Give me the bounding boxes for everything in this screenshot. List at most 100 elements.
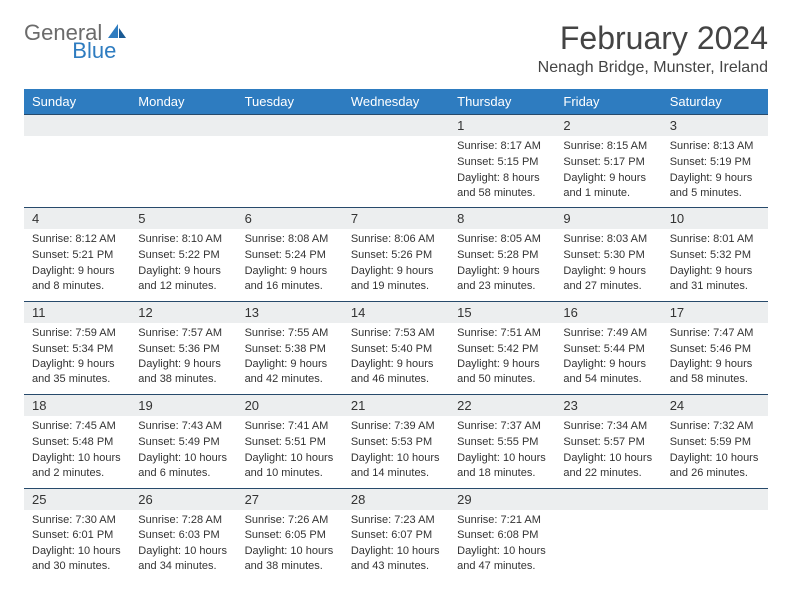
sunset-text: Sunset: 5:22 PM bbox=[138, 248, 228, 263]
sunrise-text: Sunrise: 7:47 AM bbox=[670, 326, 760, 341]
info-cell: Sunrise: 7:23 AMSunset: 6:07 PMDaylight:… bbox=[343, 510, 449, 581]
sunrise-text: Sunrise: 7:55 AM bbox=[245, 326, 335, 341]
date-cell: 20 bbox=[237, 395, 343, 417]
date-cell: 2 bbox=[555, 115, 661, 137]
logo: General Blue bbox=[24, 20, 174, 46]
sunset-text: Sunset: 6:03 PM bbox=[138, 528, 228, 543]
date-cell: 24 bbox=[662, 395, 768, 417]
sunset-text: Sunset: 5:28 PM bbox=[457, 248, 547, 263]
info-cell: Sunrise: 7:55 AMSunset: 5:38 PMDaylight:… bbox=[237, 323, 343, 395]
weekday-header: Tuesday bbox=[237, 89, 343, 114]
info-cell: Sunrise: 7:21 AMSunset: 6:08 PMDaylight:… bbox=[449, 510, 555, 581]
daylight-text: Daylight: 8 hours and 58 minutes. bbox=[457, 171, 547, 201]
date-row: 11121314151617 bbox=[24, 301, 768, 323]
sunrise-text: Sunrise: 7:30 AM bbox=[32, 513, 122, 528]
date-cell: 27 bbox=[237, 488, 343, 510]
date-row: 123 bbox=[24, 115, 768, 137]
daylight-text: Daylight: 10 hours and 34 minutes. bbox=[138, 544, 228, 574]
weekday-header-row: Sunday Monday Tuesday Wednesday Thursday… bbox=[24, 89, 768, 114]
info-row: Sunrise: 7:45 AMSunset: 5:48 PMDaylight:… bbox=[24, 416, 768, 488]
info-cell bbox=[343, 136, 449, 208]
sunset-text: Sunset: 5:42 PM bbox=[457, 342, 547, 357]
sunset-text: Sunset: 5:36 PM bbox=[138, 342, 228, 357]
sunrise-text: Sunrise: 7:34 AM bbox=[563, 419, 653, 434]
sunrise-text: Sunrise: 7:59 AM bbox=[32, 326, 122, 341]
info-cell: Sunrise: 8:03 AMSunset: 5:30 PMDaylight:… bbox=[555, 229, 661, 301]
sunset-text: Sunset: 6:05 PM bbox=[245, 528, 335, 543]
sunrise-text: Sunrise: 7:28 AM bbox=[138, 513, 228, 528]
sunset-text: Sunset: 5:17 PM bbox=[563, 155, 653, 170]
date-cell bbox=[343, 115, 449, 137]
date-cell: 4 bbox=[24, 208, 130, 230]
info-cell: Sunrise: 7:41 AMSunset: 5:51 PMDaylight:… bbox=[237, 416, 343, 488]
calendar-table: Sunday Monday Tuesday Wednesday Thursday… bbox=[24, 89, 768, 114]
sunrise-text: Sunrise: 7:32 AM bbox=[670, 419, 760, 434]
info-cell bbox=[237, 136, 343, 208]
info-cell: Sunrise: 7:49 AMSunset: 5:44 PMDaylight:… bbox=[555, 323, 661, 395]
daylight-text: Daylight: 10 hours and 14 minutes. bbox=[351, 451, 441, 481]
info-cell: Sunrise: 7:30 AMSunset: 6:01 PMDaylight:… bbox=[24, 510, 130, 581]
daylight-text: Daylight: 9 hours and 1 minute. bbox=[563, 171, 653, 201]
daylight-text: Daylight: 10 hours and 18 minutes. bbox=[457, 451, 547, 481]
location: Nenagh Bridge, Munster, Ireland bbox=[538, 59, 768, 77]
sunset-text: Sunset: 5:32 PM bbox=[670, 248, 760, 263]
sunset-text: Sunset: 5:59 PM bbox=[670, 435, 760, 450]
date-cell: 5 bbox=[130, 208, 236, 230]
date-cell: 6 bbox=[237, 208, 343, 230]
info-cell bbox=[555, 510, 661, 581]
date-cell: 21 bbox=[343, 395, 449, 417]
sunrise-text: Sunrise: 7:21 AM bbox=[457, 513, 547, 528]
info-cell: Sunrise: 8:08 AMSunset: 5:24 PMDaylight:… bbox=[237, 229, 343, 301]
date-cell: 9 bbox=[555, 208, 661, 230]
sunrise-text: Sunrise: 8:13 AM bbox=[670, 139, 760, 154]
weekday-header: Friday bbox=[555, 89, 661, 114]
sunrise-text: Sunrise: 8:01 AM bbox=[670, 232, 760, 247]
date-cell bbox=[662, 488, 768, 510]
date-cell bbox=[24, 115, 130, 137]
daylight-text: Daylight: 9 hours and 54 minutes. bbox=[563, 357, 653, 387]
sunrise-text: Sunrise: 7:45 AM bbox=[32, 419, 122, 434]
date-cell: 12 bbox=[130, 301, 236, 323]
date-cell bbox=[555, 488, 661, 510]
weekday-header: Thursday bbox=[449, 89, 555, 114]
info-cell: Sunrise: 8:15 AMSunset: 5:17 PMDaylight:… bbox=[555, 136, 661, 208]
date-row: 45678910 bbox=[24, 208, 768, 230]
daylight-text: Daylight: 9 hours and 35 minutes. bbox=[32, 357, 122, 387]
date-cell: 8 bbox=[449, 208, 555, 230]
info-cell: Sunrise: 7:47 AMSunset: 5:46 PMDaylight:… bbox=[662, 323, 768, 395]
date-cell: 26 bbox=[130, 488, 236, 510]
date-cell: 19 bbox=[130, 395, 236, 417]
sunset-text: Sunset: 5:19 PM bbox=[670, 155, 760, 170]
sunset-text: Sunset: 5:44 PM bbox=[563, 342, 653, 357]
daylight-text: Daylight: 9 hours and 19 minutes. bbox=[351, 264, 441, 294]
sunset-text: Sunset: 5:49 PM bbox=[138, 435, 228, 450]
info-cell: Sunrise: 7:28 AMSunset: 6:03 PMDaylight:… bbox=[130, 510, 236, 581]
sunrise-text: Sunrise: 7:57 AM bbox=[138, 326, 228, 341]
sunset-text: Sunset: 6:01 PM bbox=[32, 528, 122, 543]
logo-text-blue: Blue bbox=[72, 38, 116, 64]
info-cell: Sunrise: 7:43 AMSunset: 5:49 PMDaylight:… bbox=[130, 416, 236, 488]
daylight-text: Daylight: 9 hours and 50 minutes. bbox=[457, 357, 547, 387]
weekday-header: Saturday bbox=[662, 89, 768, 114]
info-cell: Sunrise: 7:26 AMSunset: 6:05 PMDaylight:… bbox=[237, 510, 343, 581]
title-block: February 2024 Nenagh Bridge, Munster, Ir… bbox=[538, 20, 768, 77]
date-cell: 18 bbox=[24, 395, 130, 417]
daylight-text: Daylight: 10 hours and 2 minutes. bbox=[32, 451, 122, 481]
weekday-header: Sunday bbox=[24, 89, 130, 114]
date-cell: 1 bbox=[449, 115, 555, 137]
daylight-text: Daylight: 10 hours and 43 minutes. bbox=[351, 544, 441, 574]
sunset-text: Sunset: 5:24 PM bbox=[245, 248, 335, 263]
sunset-text: Sunset: 6:07 PM bbox=[351, 528, 441, 543]
daylight-text: Daylight: 10 hours and 30 minutes. bbox=[32, 544, 122, 574]
date-cell: 7 bbox=[343, 208, 449, 230]
sunrise-text: Sunrise: 8:08 AM bbox=[245, 232, 335, 247]
date-cell bbox=[130, 115, 236, 137]
sunrise-text: Sunrise: 7:26 AM bbox=[245, 513, 335, 528]
info-cell: Sunrise: 7:39 AMSunset: 5:53 PMDaylight:… bbox=[343, 416, 449, 488]
sunset-text: Sunset: 5:26 PM bbox=[351, 248, 441, 263]
daylight-text: Daylight: 9 hours and 5 minutes. bbox=[670, 171, 760, 201]
date-cell: 15 bbox=[449, 301, 555, 323]
sunrise-text: Sunrise: 7:53 AM bbox=[351, 326, 441, 341]
daylight-text: Daylight: 10 hours and 38 minutes. bbox=[245, 544, 335, 574]
sunrise-text: Sunrise: 8:05 AM bbox=[457, 232, 547, 247]
